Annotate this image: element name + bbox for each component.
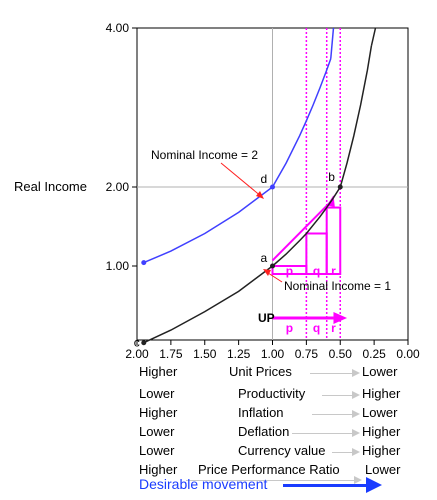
pqr-label-q: q (313, 321, 320, 335)
x-tick-label: 1.50 (193, 347, 217, 361)
point-c (141, 340, 147, 346)
up-arrow-head (333, 312, 348, 324)
point-label-d: d (261, 172, 268, 186)
x-tick-label: 1.75 (159, 347, 183, 361)
direction-arrow (310, 373, 352, 374)
row-right-value: Lower (365, 462, 401, 477)
x-tick-label: 1.00 (261, 347, 285, 361)
pqr-label-r: r (331, 264, 336, 278)
move-arrow-line (271, 199, 333, 262)
point-blue-start (141, 260, 147, 266)
row-left-value: Higher (139, 462, 178, 477)
x-tick-label: 0.75 (295, 347, 319, 361)
pqr-label-r: r (331, 321, 336, 335)
row-left-value: Higher (139, 405, 178, 420)
y-tick-label: 1.00 (106, 259, 130, 273)
row-right-value: Higher (362, 443, 401, 458)
direction-arrow (332, 452, 352, 453)
direction-arrow-head (354, 476, 362, 484)
row-label: Productivity (238, 386, 306, 401)
pqr-label-q: q (313, 264, 320, 278)
x-tick-label: 0.25 (362, 347, 386, 361)
series-line-2 (143, 45, 373, 344)
y-tick-label: 2.00 (106, 180, 130, 194)
row-label: Unit Prices (229, 364, 292, 379)
point-a (270, 263, 275, 269)
annotation-arrowhead-2 (263, 269, 271, 276)
point-label-c: c (134, 336, 140, 350)
series-line-2-extension (370, 27, 377, 47)
direction-arrow (312, 414, 352, 415)
x-tick-label: 2.00 (125, 347, 149, 361)
series-line-1 (143, 58, 332, 264)
row-label: Price Performance Ratio (198, 462, 340, 477)
annotation-arrow-1 (220, 162, 263, 198)
pqr-label-p: p (286, 321, 293, 335)
annotation-nominal-1: Nominal Income = 1 (284, 279, 391, 293)
row-left-value: Lower (139, 424, 175, 439)
direction-arrow-head (352, 429, 360, 437)
annotation-arrowhead-1 (256, 191, 264, 199)
direction-arrow-head (352, 369, 360, 377)
annotation-up: UP (258, 311, 275, 325)
point-label-a: a (261, 251, 268, 265)
row-right-value: Lower (362, 364, 398, 379)
direction-arrow-head (352, 410, 360, 418)
row-label: Currency value (238, 443, 326, 458)
point-label-b: b (328, 170, 335, 184)
x-tick-label: 1.25 (227, 347, 251, 361)
direction-arrow (292, 433, 352, 434)
annotation-nominal-2: Nominal Income = 2 (151, 148, 258, 162)
row-left-value: Lower (139, 386, 175, 401)
y-axis-label: Real Income (14, 179, 87, 194)
desirable-movement-arrow (283, 484, 367, 487)
row-right-value: Higher (362, 386, 401, 401)
row-right-value: Higher (362, 424, 401, 439)
x-tick-label: 0.50 (329, 347, 353, 361)
x-tick-label: 0.00 (396, 347, 420, 361)
direction-arrow-head (352, 448, 360, 456)
direction-arrow (322, 395, 352, 396)
row-right-value: Lower (362, 405, 398, 420)
y-tick-label: 4.00 (106, 21, 130, 35)
row-left-value: Lower (139, 443, 175, 458)
row-label: Deflation (238, 424, 290, 439)
direction-arrow (186, 480, 354, 481)
pqr-label-p: p (286, 264, 293, 278)
direction-arrow-head (352, 391, 360, 399)
series-line-1-extension (330, 27, 335, 59)
point-b (337, 184, 343, 190)
desirable-movement-label: Desirable movement (139, 476, 268, 492)
row-left-value: Higher (139, 364, 178, 379)
plot-area (132, 27, 409, 346)
point-d (270, 184, 275, 190)
row-label: Inflation (238, 405, 284, 420)
desirable-movement-arrow-head (366, 477, 382, 493)
